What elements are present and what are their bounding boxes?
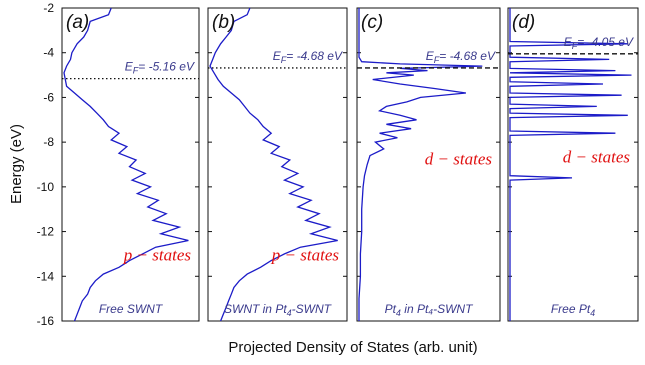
- panel-b: (b) EF= -4.68 eV p − states SWNT in Pt4-SWN…: [207, 7, 348, 322]
- panel-frame: [207, 7, 348, 322]
- y-tick-label-1: -4: [43, 46, 54, 60]
- fermi-level-label: EF= -4.68 eV: [273, 49, 343, 65]
- fermi-level-label: EF= -5.16 eV: [125, 60, 195, 76]
- panel-frame: [356, 7, 501, 322]
- panel-system-label: Pt4 in Pt₄-SWNT: [385, 302, 475, 318]
- fermi-level-label: EF= -4.05 eV: [564, 35, 634, 51]
- panel-frame: [507, 7, 639, 322]
- panel-d: (d) EF= -4.05 eV d − states Free Pt4: [507, 7, 639, 322]
- panel-system-label: SWNT in Pt4-SWNT: [224, 302, 333, 318]
- states-label: p − states: [271, 246, 340, 265]
- dos-series-line: [358, 8, 483, 321]
- panel-system-label: Free Pt4: [551, 302, 595, 318]
- panel-letter: (c): [361, 12, 383, 33]
- y-tick-label-7: -16: [37, 314, 55, 328]
- y-tick-label-6: -14: [37, 269, 55, 283]
- y-tick-label-4: -10: [37, 180, 55, 194]
- states-label: p − states: [123, 246, 192, 265]
- y-axis-label: Energy (eV): [8, 124, 25, 204]
- states-label: d − states: [425, 150, 493, 169]
- panel-letter: (a): [66, 12, 89, 33]
- fermi-level-label: EF= -4.68 eV: [426, 49, 496, 65]
- y-tick-label-3: -8: [43, 135, 54, 149]
- panel-letter: (b): [212, 12, 235, 33]
- y-tick-label-0: -2: [43, 1, 54, 15]
- panel-system-label: Free SWNT: [99, 302, 164, 316]
- dos-series-line: [509, 8, 632, 321]
- panels: (a) EF= -5.16 eV p − states Free SWNT (b) EF=…: [61, 7, 639, 322]
- states-label: d − states: [563, 147, 631, 166]
- panel-a: (a) EF= -5.16 eV p − states Free SWNT: [61, 7, 200, 322]
- y-axis-ticks: -2 -4 -6 -8 -10 -12 -14 -16: [37, 1, 55, 328]
- panel-c: (c) EF= -4.68 eV d − states Pt4 in Pt₄-SWNT: [356, 7, 501, 322]
- panel-frame: [61, 7, 200, 322]
- panel-letter: (d): [512, 12, 535, 33]
- x-axis-label: Projected Density of States (arb. unit): [228, 339, 477, 356]
- y-tick-label-5: -12: [37, 225, 55, 239]
- dos-series-line: [209, 7, 338, 322]
- y-tick-label-2: -6: [43, 90, 54, 104]
- dos-series-line: [63, 7, 189, 322]
